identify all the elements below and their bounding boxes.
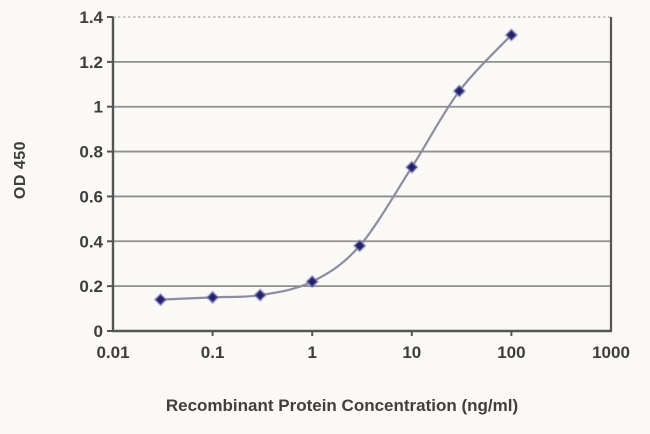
x-axis-title: Recombinant Protein Concentration (ng/ml… xyxy=(165,396,519,415)
y-tick-label: 0.4 xyxy=(79,232,103,251)
data-point xyxy=(153,292,168,307)
x-tick-label: 1000 xyxy=(592,343,630,362)
x-tick-label: 1 xyxy=(307,343,316,362)
y-tick-label: 1 xyxy=(94,98,103,117)
x-tick-label: 0.01 xyxy=(96,343,129,362)
data-point xyxy=(305,274,319,289)
y-tick-label: 1.2 xyxy=(79,53,103,72)
data-point xyxy=(253,288,267,302)
y-tick-label: 0.6 xyxy=(79,187,103,206)
x-tick-label: 100 xyxy=(497,343,525,362)
data-point xyxy=(352,239,367,253)
y-tick-label: 1.4 xyxy=(79,8,103,27)
x-tick-label: 10 xyxy=(402,343,421,362)
data-point xyxy=(452,84,467,98)
y-tick-label: 0.2 xyxy=(79,277,103,296)
data-point xyxy=(205,290,220,305)
data-point xyxy=(504,28,519,42)
y-tick-label: 0 xyxy=(94,322,103,341)
series-line xyxy=(160,34,513,301)
data-point xyxy=(405,160,419,175)
x-tick-label: 0.1 xyxy=(201,343,225,362)
y-tick-label: 0.8 xyxy=(79,143,103,162)
